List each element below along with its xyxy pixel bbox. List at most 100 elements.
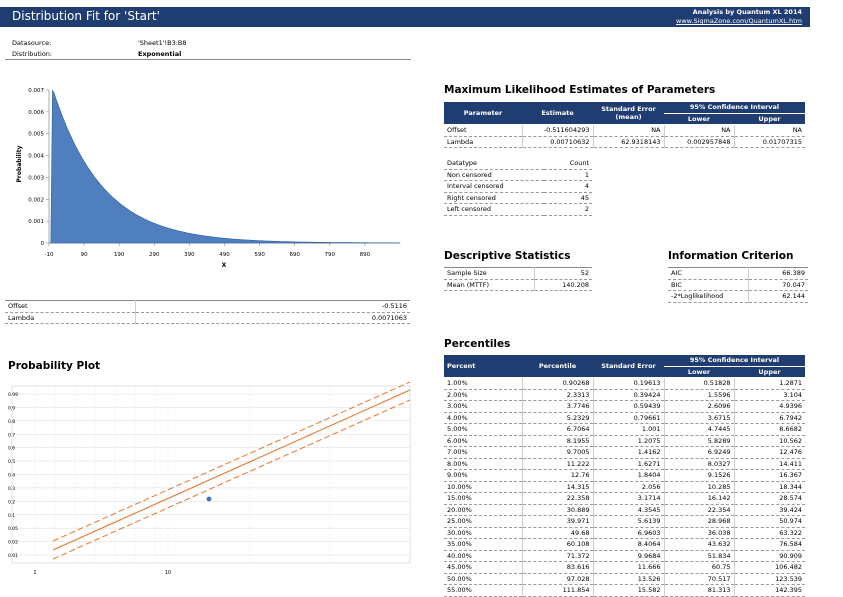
probability-plot: 0.99 0.9 0.8 0.7 0.6 0.5 0.4 0.3 0.2 0.1 0.05 0.02 0… (8, 381, 411, 576)
upper-confidence-line (52, 381, 411, 542)
pct-percent: 10.00% (444, 481, 522, 493)
table-row: 5.00% 6.7064 1.001 4.7445 8.6682 (444, 423, 805, 436)
table-row: Offset -0.511604293 NA NA NA (444, 124, 805, 137)
table-row: 40.00% 71.372 9.9684 51.834 90.909 (444, 550, 805, 562)
information-title: Information Criterion (668, 250, 794, 262)
pct-std-error: 15.582 (592, 584, 664, 597)
param-value: 0.0071063 (134, 312, 410, 324)
table-row: 50.00% 97.028 13.526 70.517 123.539 (444, 573, 805, 585)
datatype-name: Interval censored (444, 180, 544, 193)
table-row: 1.00% 0.90268 0.19613 0.51828 1.2871 (444, 377, 805, 390)
pdf-area (49, 89, 401, 244)
pct-lower: 81.313 (663, 584, 734, 597)
pp-y-tick-label: 0.9 (8, 405, 15, 411)
pp-y-tick-label: 0.4 (8, 473, 15, 479)
pct-lower: 9.1526 (663, 469, 734, 482)
pdf-x-tick-label: 590 (254, 252, 265, 258)
pdf-x-tick-label: 790 (325, 252, 336, 258)
pct-percent: 40.00% (444, 550, 522, 562)
pct-percent: 3.00% (444, 400, 522, 413)
pct-percentile: 8.1955 (521, 435, 593, 447)
pdf-x-tick-label: 290 (149, 252, 160, 258)
pct-std-error: 1.2075 (592, 435, 664, 447)
descriptive-table: Sample Size 52 Mean (MTTF) 140.208 (444, 267, 592, 291)
table-row: Non censored 1 (444, 169, 592, 181)
pct-upper: 63.322 (733, 527, 805, 539)
pct-percentile: 12.76 (521, 469, 593, 482)
fitted-params-table: Offset -0.5116 Lambda 0.0071063 (5, 300, 410, 324)
datatype-header-type: Datatype (444, 158, 544, 170)
datatype-name: Right censored (444, 192, 544, 204)
pct-std-error: 13.526 (592, 573, 664, 585)
fit-line (52, 389, 411, 551)
datatype-name: Non censored (444, 169, 544, 181)
pdf-x-tick-label: -10 (45, 252, 54, 258)
param-name: Lambda (5, 312, 135, 324)
pct-percentile: 97.028 (521, 573, 593, 585)
percentiles-table: Percent Percentile Standard Error 95% Co… (444, 355, 805, 597)
pct-percentile: 3.7746 (521, 400, 593, 413)
table-row: 55.00% 111.854 15.582 81.313 142.395 (444, 584, 805, 597)
information-value: 66.389 (747, 267, 808, 280)
pdf-y-tick-label: 0.003 (28, 175, 44, 181)
table-row: 20.00% 30.889 4.3545 22.354 39.424 (444, 504, 805, 516)
datatype-count: 2 (544, 203, 592, 216)
pdf-chart: 0 0.001 0.002 0.003 0.004 0.005 0.006 0.007 -10… (16, 88, 401, 269)
datatype-count: 45 (544, 192, 592, 204)
pp-y-tick-label: 0.01 (8, 553, 18, 559)
table-row: 10.00% 14.315 2.056 10.285 18.344 (444, 481, 805, 493)
descriptive-value: 140.208 (533, 279, 592, 291)
mle-upper: 0.01707315 (733, 136, 805, 148)
datatype-count: 1 (544, 169, 592, 181)
table-row: 4.00% 5.2329 0.79661 3.6715 6.7942 (444, 412, 805, 424)
table-row: -2*Loglikelihood 62.144 (668, 290, 808, 303)
mle-table: Parameter Estimate Standard Error (mean)… (444, 102, 805, 148)
pct-percent: 5.00% (444, 423, 522, 436)
pct-header-ci: 95% Confidence Interval (664, 355, 805, 367)
pct-percent: 4.00% (444, 412, 522, 424)
pct-upper: 50.974 (733, 515, 805, 528)
table-row: 9.00% 12.76 1.8404 9.1526 16.367 (444, 469, 805, 482)
pct-upper: 142.395 (733, 584, 805, 597)
pp-y-tick-label: 0.3 (8, 486, 15, 492)
pdf-x-tick-label: 390 (184, 252, 195, 258)
mle-lower: NA (663, 124, 734, 137)
pp-y-tick-label: 0.5 (8, 459, 15, 465)
mle-param-name: Offset (444, 124, 522, 137)
pct-header-std-error: Standard Error (593, 355, 664, 378)
pct-std-error: 1.4162 (592, 446, 664, 459)
pdf-y-tick-label: 0.002 (28, 197, 44, 203)
pct-percentile: 0.90268 (521, 377, 593, 390)
pct-percent: 35.00% (444, 538, 522, 551)
pp-y-tick-label: 0.99 (8, 392, 18, 398)
pct-lower: 3.6715 (663, 412, 734, 424)
param-name: Offset (5, 300, 135, 313)
pct-std-error: 8.4064 (592, 538, 664, 551)
information-label: AIC (668, 267, 748, 280)
analysis-credit: Analysis by Quantum XL 2014 (692, 8, 802, 16)
website-link[interactable]: www.SigmaZone.com/QuantumXL.htm (676, 17, 802, 25)
datatype-count: 4 (544, 180, 592, 193)
pct-percent: 25.00% (444, 515, 522, 528)
pct-percent: 55.00% (444, 584, 522, 597)
divider (5, 59, 411, 60)
pct-upper: 1.2871 (733, 377, 805, 390)
table-row: 3.00% 3.7746 0.59439 2.6096 4.9396 (444, 400, 805, 413)
descriptive-label: Mean (MTTF) (444, 279, 534, 291)
pct-percent: 1.00% (444, 377, 522, 390)
pct-std-error: 1.8404 (592, 469, 664, 482)
distribution-label: Distribution: (12, 50, 53, 58)
pct-header-lower: Lower (664, 366, 734, 378)
pct-upper: 10.562 (733, 435, 805, 447)
pdf-y-tick-label: 0.006 (28, 110, 44, 116)
pp-x-tick-label: 1 (33, 570, 36, 576)
pdf-x-tick-label: 490 (219, 252, 230, 258)
information-value: 62.144 (747, 290, 808, 303)
information-label: -2*Loglikelihood (668, 290, 748, 303)
pct-lower: 1.5596 (663, 389, 734, 401)
pp-y-tick-label: 0.1 (8, 513, 15, 519)
mle-header-estimate: Estimate (522, 102, 593, 125)
mle-header-lower: Lower (664, 113, 734, 125)
page-title: Distribution Fit for 'Start' (12, 9, 160, 23)
pct-percent: 7.00% (444, 446, 522, 459)
